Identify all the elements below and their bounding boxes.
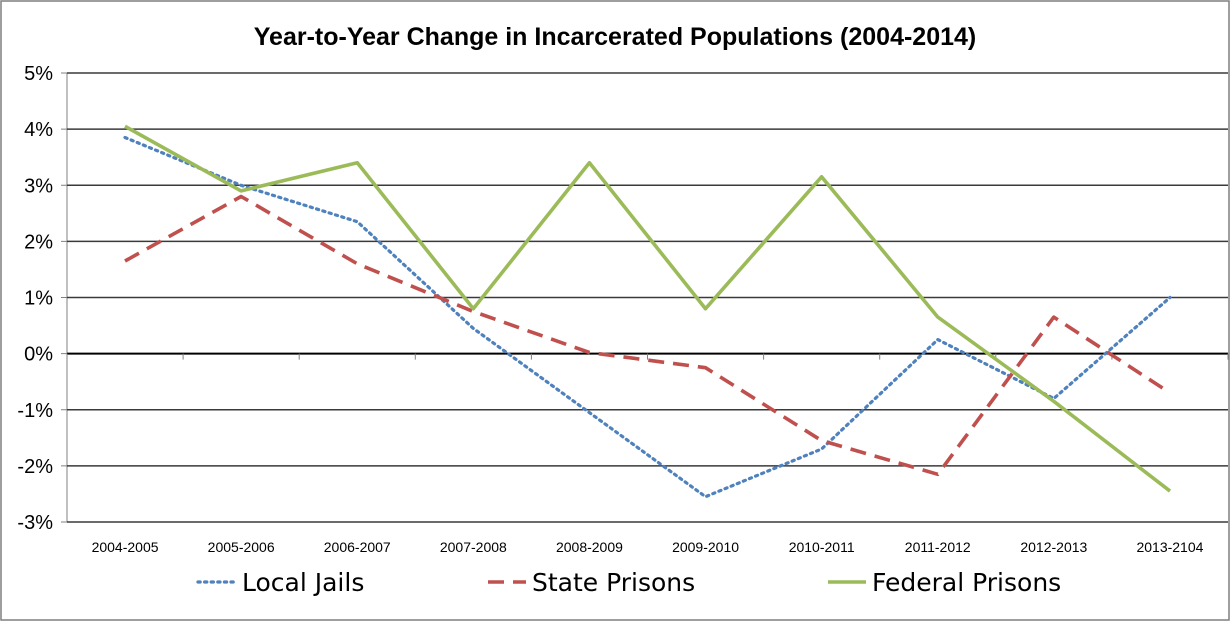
- legend: Local Jails State Prisons Federal Prisons: [196, 568, 1061, 597]
- x-tick-label: 2009-2010: [672, 539, 739, 555]
- series-line-local-jails: [123, 135, 1172, 499]
- x-tick-label: 2012-2013: [1020, 539, 1087, 555]
- x-tick-label: 2007-2008: [440, 539, 507, 555]
- y-tick-label: -3%: [17, 512, 53, 534]
- x-tick-label: 2005-2006: [208, 539, 275, 555]
- x-tick-label: 2006-2007: [324, 539, 391, 555]
- y-tick-label: 4%: [24, 119, 53, 141]
- chart-title: Year-to-Year Change in Incarcerated Popu…: [254, 23, 977, 51]
- y-tick-label: -1%: [17, 400, 53, 422]
- y-tick-label: 1%: [24, 288, 53, 310]
- y-tick-label: 5%: [24, 63, 53, 85]
- legend-label: Federal Prisons: [872, 568, 1061, 597]
- x-tick-label: 2008-2009: [556, 539, 623, 555]
- y-tick-label: 2%: [24, 231, 53, 253]
- series-line-federal-prisons: [124, 124, 1172, 493]
- legend-label: Local Jails: [242, 568, 364, 597]
- x-tick-label: 2013-2104: [1136, 539, 1203, 555]
- y-tick-label: 3%: [24, 175, 53, 197]
- x-axis-ticks: 2004-2005 2005-2006 2006-2007 2007-2008 2008…: [92, 539, 1204, 555]
- y-tick-label: -2%: [17, 456, 53, 478]
- x-tick-label: 2010-2011: [789, 539, 855, 555]
- x-tick-label: 2004-2005: [92, 539, 159, 555]
- x-tick-label: 2011-2012: [905, 539, 971, 555]
- series-line-state-prisons: [124, 194, 1171, 477]
- y-tick-label: 0%: [24, 344, 53, 366]
- y-axis-ticks: 5% 4% 3% 2% 1% 0% -1% -2% -3%: [17, 63, 53, 534]
- series-lines: [123, 124, 1172, 499]
- legend-label: State Prisons: [532, 568, 695, 597]
